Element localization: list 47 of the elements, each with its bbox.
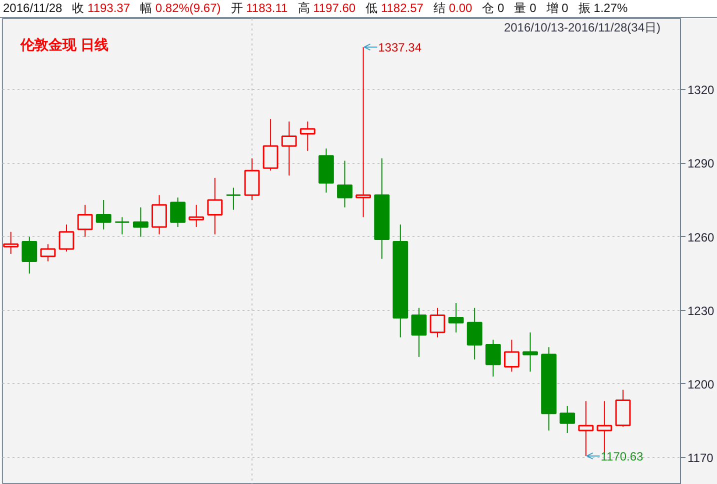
text: 仓 0 <box>482 1 504 15</box>
candlestick <box>77 204 93 238</box>
candlestick <box>262 118 278 172</box>
candlestick <box>207 177 223 235</box>
candlestick <box>504 339 520 372</box>
candlestick <box>448 302 464 333</box>
candlestick <box>40 244 56 262</box>
text: 2016/11/28 <box>3 1 62 15</box>
candlestick <box>560 406 576 434</box>
candlestick <box>356 46 371 218</box>
text: 伦敦金现 日线 <box>20 36 108 52</box>
text: 振 1.27% <box>578 1 628 15</box>
candlestick <box>96 199 112 230</box>
y-tick-label: 1230 <box>688 304 715 318</box>
candlestick <box>300 121 316 152</box>
text: 收 1193.37 <box>72 1 130 15</box>
text: 结 0.00 <box>433 1 472 15</box>
chart-subtitle: 2016/10/13-2016/11/28(34日) <box>504 20 661 34</box>
candlestick <box>337 160 352 208</box>
candlestick <box>522 332 538 372</box>
y-tick-label: 1170 <box>688 451 714 466</box>
candlestick <box>411 307 427 358</box>
annotation: 1337.34 <box>378 40 422 55</box>
candlestick <box>58 224 74 252</box>
y-tick-label: 1320 <box>688 83 715 98</box>
candlestick <box>578 400 594 456</box>
text: 量 0 <box>514 1 536 15</box>
text: 开 1183.11 <box>230 1 288 15</box>
candlestick <box>281 121 297 176</box>
candlestick <box>188 204 204 228</box>
candlestick <box>170 197 186 228</box>
text: 幅 0.82%(9.67) <box>140 1 221 15</box>
text: 增 0 <box>546 1 568 15</box>
candlestick <box>114 216 130 235</box>
y-tick-label: 1200 <box>688 377 715 392</box>
candlestick <box>22 236 38 274</box>
text: 低 1182.57 <box>366 1 424 15</box>
annotation: 1170.63 <box>600 449 644 464</box>
candlestick <box>466 307 482 360</box>
y-tick-label: 1260 <box>688 230 715 244</box>
candlestick <box>226 187 242 210</box>
y-tick-label: 1290 <box>688 156 715 171</box>
candlestick <box>430 307 446 338</box>
candlestick <box>152 194 167 235</box>
candlestick <box>132 206 148 238</box>
text: 高 1197.60 <box>298 1 356 15</box>
candlestick <box>485 339 501 378</box>
